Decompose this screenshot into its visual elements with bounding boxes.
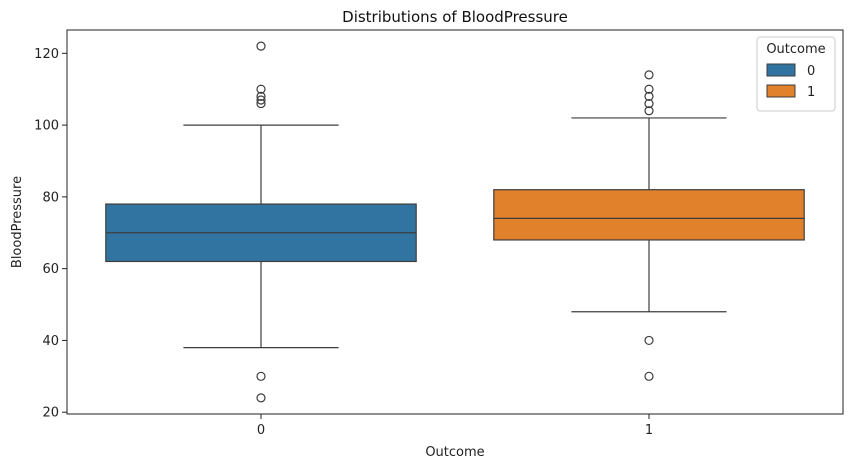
outlier-point xyxy=(644,91,654,101)
legend-swatch-0 xyxy=(766,63,796,77)
outlier-point xyxy=(256,393,266,403)
y-tick-label: 80 xyxy=(42,190,59,205)
outlier-point xyxy=(644,106,654,116)
outlier-point xyxy=(256,41,266,51)
y-tick-label: 20 xyxy=(42,406,59,421)
y-axis-label: BloodPressure xyxy=(10,176,25,268)
x-axis-label: Outcome xyxy=(425,445,484,460)
outlier-point xyxy=(256,95,266,105)
x-tick-label: 1 xyxy=(645,423,653,438)
plot-marks xyxy=(105,41,805,403)
outlier-point xyxy=(256,84,266,94)
legend-label-1: 1 xyxy=(807,85,815,100)
y-tick-label: 120 xyxy=(34,47,59,62)
outlier-point xyxy=(256,91,266,101)
outlier-point xyxy=(644,371,654,381)
outlier-point xyxy=(644,335,654,346)
box-group-1 xyxy=(493,70,805,381)
outlier-point xyxy=(256,371,266,381)
plot-area xyxy=(66,29,844,415)
outlier-point xyxy=(644,70,654,80)
outlier-point xyxy=(644,98,654,109)
outlier-point xyxy=(256,98,266,109)
box-group-0 xyxy=(105,41,417,403)
y-axis: 20 40 60 80 100 120 xyxy=(34,47,67,421)
y-tick-label: 100 xyxy=(34,119,59,134)
outlier-point xyxy=(644,84,654,94)
legend-title: Outcome xyxy=(766,42,825,57)
legend-swatch-1 xyxy=(766,84,796,98)
x-tick-label: 0 xyxy=(257,423,265,438)
legend-label-0: 0 xyxy=(807,64,815,79)
legend: Outcome 0 1 xyxy=(756,36,836,112)
iqr-box xyxy=(493,189,805,241)
chart-title: Distributions of BloodPressure xyxy=(342,8,568,26)
y-tick-label: 40 xyxy=(42,334,59,349)
y-tick-label: 60 xyxy=(42,262,59,277)
